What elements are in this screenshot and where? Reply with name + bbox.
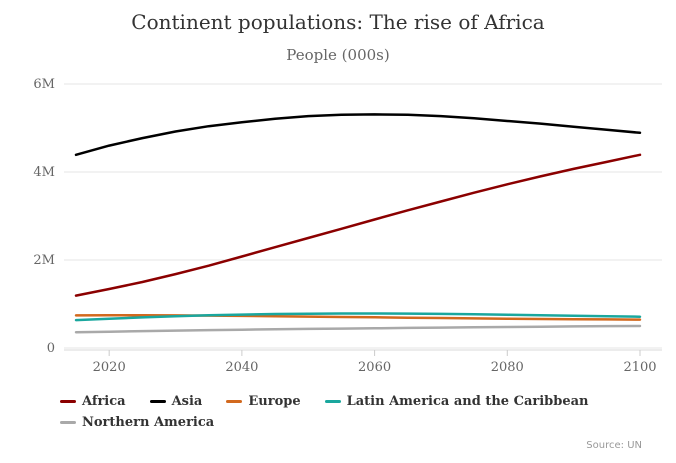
x-tick-label: 2020 <box>93 360 126 375</box>
series-line-northern-america <box>74 324 642 334</box>
legend-marker-asia <box>149 400 166 403</box>
series-line-latin-america-and-the-caribbean <box>74 312 642 322</box>
legend-label-northern-america: Northern America <box>82 415 215 430</box>
chart-plot: 0 2M 4M 6M 2020 2040 2060 2080 2100 <box>33 77 662 375</box>
legend-item-africa[interactable]: Africa <box>60 394 126 409</box>
legend-marker-latin-america <box>324 400 341 403</box>
legend-marker-northern-america <box>60 421 76 424</box>
source-credit: Source: UN <box>586 440 642 451</box>
legend-label-europe: Europe <box>248 394 301 409</box>
legend-marker-europe <box>226 400 243 403</box>
x-tick-label: 2100 <box>623 360 656 375</box>
chart-legend: Africa Asia Europe Latin America and the… <box>60 394 616 430</box>
legend-label-latin-america: Latin America and the Caribbean <box>346 394 589 409</box>
series-line-africa <box>74 153 642 297</box>
legend-item-latin-america[interactable]: Latin America and the Caribbean <box>324 394 589 409</box>
legend-item-asia[interactable]: Asia <box>149 394 203 409</box>
y-tick-label: 0 <box>47 341 55 356</box>
chart-title: Continent populations: The rise of Afric… <box>131 10 545 34</box>
legend-item-europe[interactable]: Europe <box>226 394 301 409</box>
legend-item-northern-america[interactable]: Northern America <box>60 415 214 430</box>
x-tick-label: 2080 <box>491 360 524 375</box>
x-tick-label: 2060 <box>358 360 391 375</box>
chart-subtitle: People (000s) <box>286 46 390 64</box>
y-tick-label: 2M <box>33 253 55 268</box>
y-tick-label: 6M <box>33 77 55 92</box>
legend-label-africa: Africa <box>82 394 126 409</box>
x-tick-label: 2040 <box>225 360 258 375</box>
legend-marker-africa <box>60 400 76 403</box>
series-line-asia <box>74 113 642 157</box>
y-tick-label: 4M <box>33 165 55 180</box>
legend-label-asia: Asia <box>171 394 203 409</box>
